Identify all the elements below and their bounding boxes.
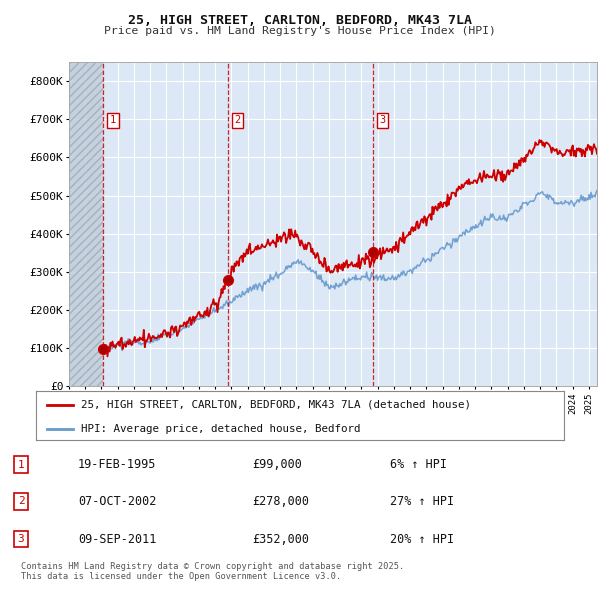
Text: Contains HM Land Registry data © Crown copyright and database right 2025.
This d: Contains HM Land Registry data © Crown c… <box>21 562 404 581</box>
Text: 07-OCT-2002: 07-OCT-2002 <box>78 495 157 508</box>
Text: 09-SEP-2011: 09-SEP-2011 <box>78 533 157 546</box>
Text: 6% ↑ HPI: 6% ↑ HPI <box>390 458 447 471</box>
Text: £352,000: £352,000 <box>252 533 309 546</box>
Text: 3: 3 <box>17 534 25 544</box>
Bar <box>69 62 103 386</box>
Text: 19-FEB-1995: 19-FEB-1995 <box>78 458 157 471</box>
Text: 3: 3 <box>379 116 385 125</box>
Text: Price paid vs. HM Land Registry's House Price Index (HPI): Price paid vs. HM Land Registry's House … <box>104 27 496 36</box>
Text: 2: 2 <box>17 496 25 506</box>
Text: 25, HIGH STREET, CARLTON, BEDFORD, MK43 7LA: 25, HIGH STREET, CARLTON, BEDFORD, MK43 … <box>128 14 472 27</box>
Text: HPI: Average price, detached house, Bedford: HPI: Average price, detached house, Bedf… <box>81 424 361 434</box>
Text: £278,000: £278,000 <box>252 495 309 508</box>
Text: 27% ↑ HPI: 27% ↑ HPI <box>390 495 454 508</box>
Text: 20% ↑ HPI: 20% ↑ HPI <box>390 533 454 546</box>
Text: 1: 1 <box>17 460 25 470</box>
Text: £99,000: £99,000 <box>252 458 302 471</box>
Text: 25, HIGH STREET, CARLTON, BEDFORD, MK43 7LA (detached house): 25, HIGH STREET, CARLTON, BEDFORD, MK43 … <box>81 399 471 409</box>
Text: 2: 2 <box>234 116 241 125</box>
Text: 1: 1 <box>110 116 116 125</box>
